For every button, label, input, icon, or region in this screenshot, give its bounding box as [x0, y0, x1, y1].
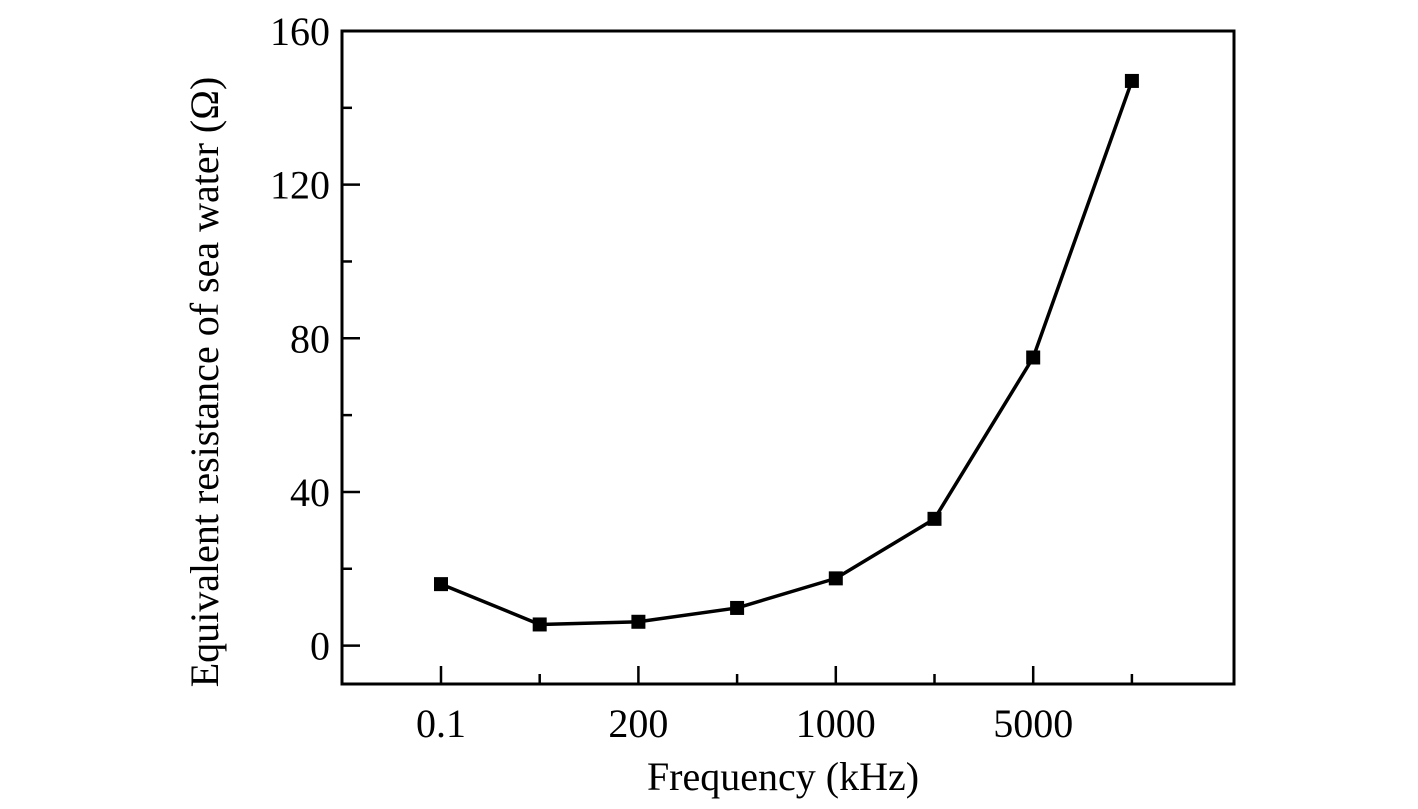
x-axis-title: Frequency (kHz) [647, 754, 919, 799]
data-point [927, 511, 942, 526]
data-point [1124, 73, 1139, 88]
x-tick-label: 5000 [993, 701, 1073, 746]
y-axis-title: Equivalent resistance of sea water (Ω) [182, 77, 227, 688]
data-point [1026, 350, 1041, 365]
series-line [440, 80, 1134, 627]
y-tick-label: 0 [310, 624, 330, 669]
data-point [730, 600, 745, 615]
x-tick-label: 200 [608, 701, 668, 746]
x-tick-label: 1000 [796, 701, 876, 746]
data-point [532, 617, 547, 632]
y-tick-label: 160 [270, 9, 330, 54]
y-tick-label: 40 [290, 470, 330, 515]
y-tick-label: 120 [270, 163, 330, 208]
x-axis-ticks: 0.1 200 1000 5000 [416, 666, 1134, 746]
x-tick-label: 0.1 [416, 701, 466, 746]
plot-frame [340, 29, 1236, 686]
data-point [828, 571, 843, 586]
data-point [631, 614, 646, 629]
series-group [434, 73, 1139, 632]
data-point [434, 577, 448, 592]
y-tick-label: 80 [290, 316, 330, 361]
y-axis-ticks: 0 40 80 120 160 [270, 9, 360, 669]
